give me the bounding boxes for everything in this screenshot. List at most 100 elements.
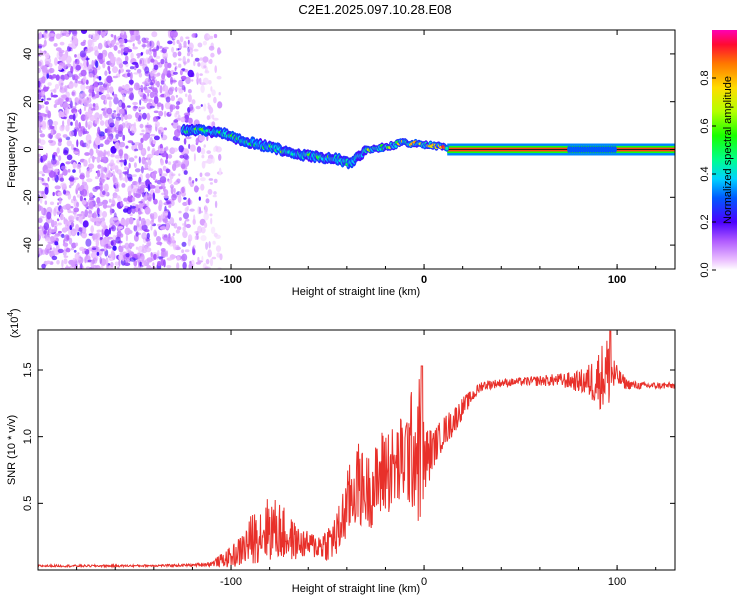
noise-speck (78, 216, 82, 223)
noise-speck (102, 236, 109, 245)
noise-speck (60, 182, 67, 188)
noise-speck (61, 227, 68, 233)
x-tick-label: -100 (220, 274, 242, 286)
snr-y-multiplier: (x104) (6, 308, 21, 338)
noise-speck (211, 114, 215, 119)
noise-speck (42, 86, 49, 92)
noise-speck (159, 241, 162, 247)
noise-speck (166, 257, 173, 261)
noise-speck (181, 186, 185, 194)
noise-speck (46, 121, 49, 129)
noise-speck (122, 177, 128, 182)
noise-speck (97, 144, 100, 149)
noise-speck (117, 50, 121, 54)
noise-speck (114, 154, 121, 159)
noise-speck (97, 201, 104, 206)
noise-speck (39, 50, 44, 56)
noise-speck (152, 172, 156, 181)
noise-speck (38, 226, 41, 230)
noise-speck (86, 111, 93, 118)
noise-speck (152, 262, 155, 267)
noise-speck (147, 240, 152, 247)
noise-speck (147, 98, 153, 103)
noise-speck (50, 33, 56, 36)
noise-speck (93, 76, 96, 83)
noise-speck (176, 125, 182, 133)
noise-speck (172, 40, 176, 46)
noise-speck (131, 142, 135, 146)
noise-speck (89, 148, 94, 157)
noise-speck (98, 91, 102, 96)
ridge-blob-outer (583, 146, 587, 153)
noise-speck (144, 158, 148, 161)
noise-speck (204, 172, 211, 177)
noise-speck (178, 42, 182, 49)
noise-speck (154, 150, 160, 156)
noise-speck (82, 75, 87, 84)
noise-speck (134, 148, 139, 152)
noise-speck (157, 62, 161, 65)
noise-speck (122, 134, 126, 142)
y-tick-label: 0 (22, 146, 34, 152)
noise-speck (45, 106, 49, 112)
noise-speck (59, 213, 64, 221)
noise-speck (198, 196, 201, 201)
noise-speck (142, 243, 145, 252)
noise-speck (138, 156, 141, 164)
noise-speck (118, 63, 124, 69)
noise-speck (59, 177, 64, 182)
noise-speck (115, 236, 121, 244)
noise-speck (95, 147, 98, 154)
noise-speck (57, 64, 63, 71)
noise-speck (122, 93, 125, 102)
noise-speck (172, 120, 179, 129)
noise-speck (199, 172, 203, 178)
noise-speck (211, 89, 216, 96)
spectrogram-x-axis-label: Height of straight line (km) (292, 286, 420, 298)
noise-speck (203, 212, 209, 221)
noise-speck (147, 124, 153, 131)
noise-speck (62, 134, 68, 138)
noise-speck (65, 55, 72, 64)
noise-speck (200, 147, 206, 155)
noise-speck (182, 226, 186, 231)
noise-speck (162, 210, 169, 217)
noise-speck (86, 167, 93, 173)
noise-speck (60, 30, 64, 38)
noise-speck (105, 243, 109, 249)
noise-speck (151, 87, 158, 92)
spectrogram-x-ticks: -100 0 100 (76, 30, 657, 286)
noise-speck (172, 135, 178, 141)
noise-speck (185, 223, 191, 229)
noise-speck (101, 229, 104, 238)
noise-speck (113, 110, 117, 113)
noise-speck (52, 121, 59, 126)
noise-speck (79, 50, 86, 58)
noise-speck (74, 97, 79, 103)
noise-speck (118, 258, 121, 267)
colorbar-tick-label: 0.4 (699, 166, 711, 181)
noise-speck (201, 255, 204, 262)
ridge-blob-mid (445, 146, 449, 151)
noise-speck (172, 71, 178, 75)
noise-speck (149, 41, 152, 47)
noise-speck (145, 191, 148, 199)
noise-speck (139, 261, 142, 267)
noise-speck (78, 129, 83, 137)
noise-speck (156, 102, 162, 107)
noise-speck (61, 259, 64, 268)
noise-speck (172, 147, 178, 153)
noise-speck (66, 70, 74, 78)
noise-speck (140, 106, 146, 109)
noise-speck (200, 104, 203, 107)
snr-x-axis-label: Height of straight line (km) (292, 583, 420, 595)
noise-speck (102, 53, 106, 62)
noise-speck (48, 67, 55, 74)
noise-speck (197, 225, 203, 234)
noise-speck (218, 92, 221, 96)
noise-speck (46, 211, 52, 220)
noise-speck (99, 120, 105, 126)
noise-speck (169, 217, 175, 225)
noise-speck (91, 91, 95, 98)
